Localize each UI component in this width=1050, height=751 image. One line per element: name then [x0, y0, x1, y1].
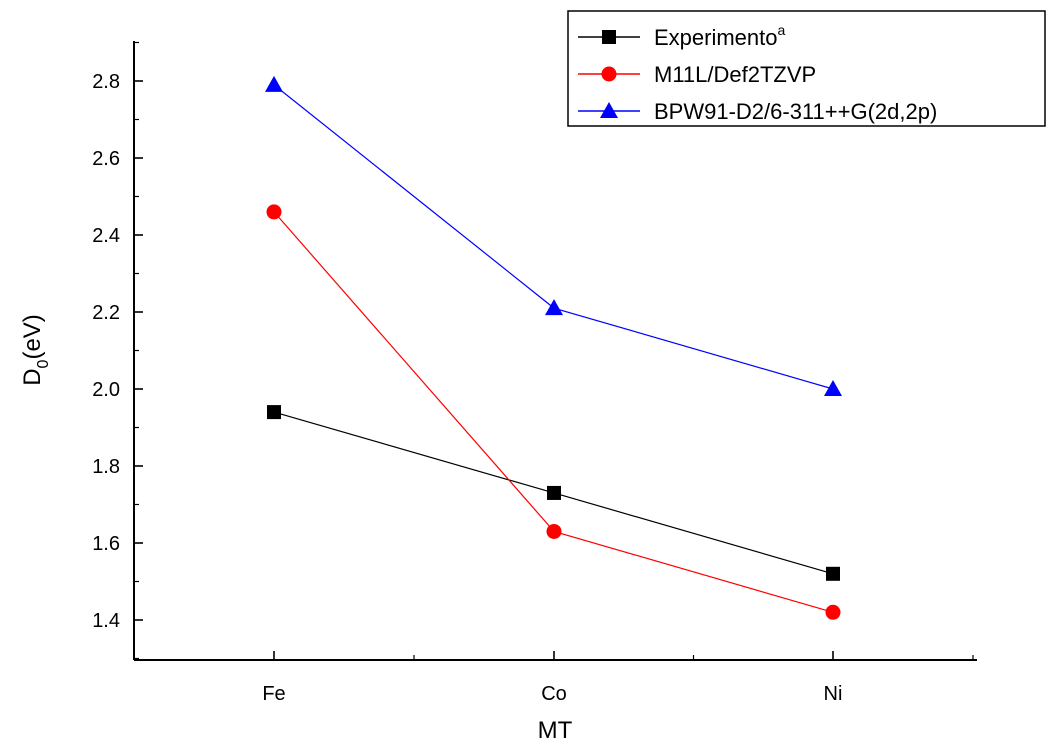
- series-2: [266, 204, 841, 620]
- y-tick-label: 1.6: [92, 533, 120, 555]
- data-point: [545, 299, 563, 316]
- data-point: [824, 380, 842, 396]
- legend-items: Experimentoa M11L/Def2TZVP BPW91-D2/6-311+…: [578, 22, 937, 124]
- y-axis-title-main: D: [19, 368, 46, 385]
- y-tick-label: 2.0: [92, 379, 120, 401]
- series-group: [265, 75, 842, 620]
- data-point: [546, 523, 562, 539]
- x-tick-label: Co: [541, 683, 567, 705]
- y-tick-label: 2.4: [92, 225, 120, 247]
- y-axis-title-unit: (eV): [19, 314, 46, 359]
- y-axis-title: D0(eV): [19, 314, 52, 386]
- series-3: [265, 75, 842, 396]
- legend-box: [567, 10, 1046, 127]
- data-point: [265, 75, 283, 92]
- data-point: [825, 604, 841, 620]
- y-tick-label: 1.8: [92, 456, 120, 478]
- legend-label-text: M11L/Def2TZVP: [654, 62, 816, 87]
- x-tick-label: Fe: [262, 683, 285, 705]
- legend-label-superscript: a: [778, 22, 786, 38]
- series-line: [273, 211, 834, 613]
- legend-label: M11L/Def2TZVP: [654, 62, 816, 87]
- data-point: [547, 485, 561, 500]
- x-tick-label: Ni: [824, 683, 843, 705]
- y-tick-label: 1.4: [92, 610, 120, 632]
- legend-item: M11L/Def2TZVP: [578, 62, 816, 87]
- data-point: [826, 566, 840, 581]
- y-axis-title-subscript: 0: [35, 359, 52, 368]
- y-tick-label: 2.6: [92, 148, 120, 170]
- legend-item: BPW91-D2/6-311++G(2d,2p): [578, 99, 937, 124]
- data-point: [266, 204, 282, 220]
- legend-item: Experimentoa: [578, 22, 786, 50]
- legend-label-text: BPW91-D2/6-311++G(2d,2p): [654, 99, 937, 124]
- legend-marker: [602, 30, 616, 44]
- data-point: [267, 405, 281, 420]
- series-line: [273, 84, 834, 390]
- axes: [133, 41, 977, 661]
- legend-label: Experimentoa: [654, 22, 786, 50]
- legend: Experimentoa M11L/Def2TZVP BPW91-D2/6-311+…: [567, 10, 1046, 127]
- legend-marker: [601, 66, 617, 82]
- legend-label-text: Experimento: [654, 25, 778, 50]
- y-tick-label: 2.2: [92, 302, 120, 324]
- legend-marker: [600, 102, 618, 118]
- axis-ticks: 1.4 1.6 1.8 2.0 2.2 2.4 2.6 2.8 Fe Co Ni: [92, 41, 974, 705]
- x-axis-title: MT: [538, 717, 573, 744]
- series-1: [267, 405, 840, 581]
- legend-label: BPW91-D2/6-311++G(2d,2p): [654, 99, 937, 124]
- y-tick-label: 2.8: [92, 71, 120, 93]
